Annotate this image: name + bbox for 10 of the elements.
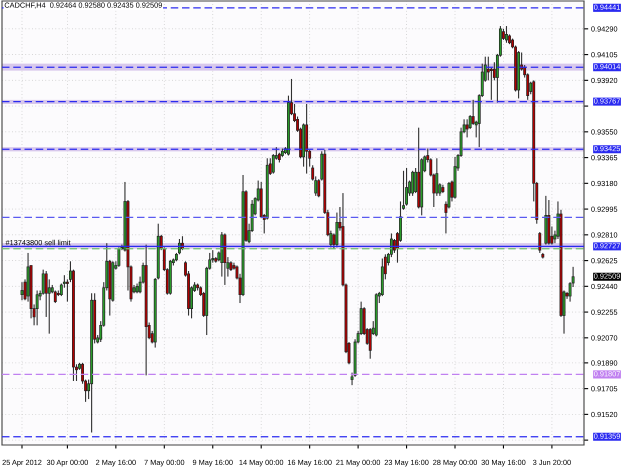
candlestick	[66, 278, 69, 302]
candlestick	[36, 290, 39, 326]
candlestick	[405, 167, 408, 206]
candlestick	[411, 170, 414, 196]
candlestick	[117, 246, 120, 268]
candlestick	[136, 282, 138, 294]
candlestick	[490, 67, 493, 100]
candlestick	[466, 118, 469, 138]
candlestick	[20, 282, 24, 301]
candlestick	[505, 26, 508, 44]
